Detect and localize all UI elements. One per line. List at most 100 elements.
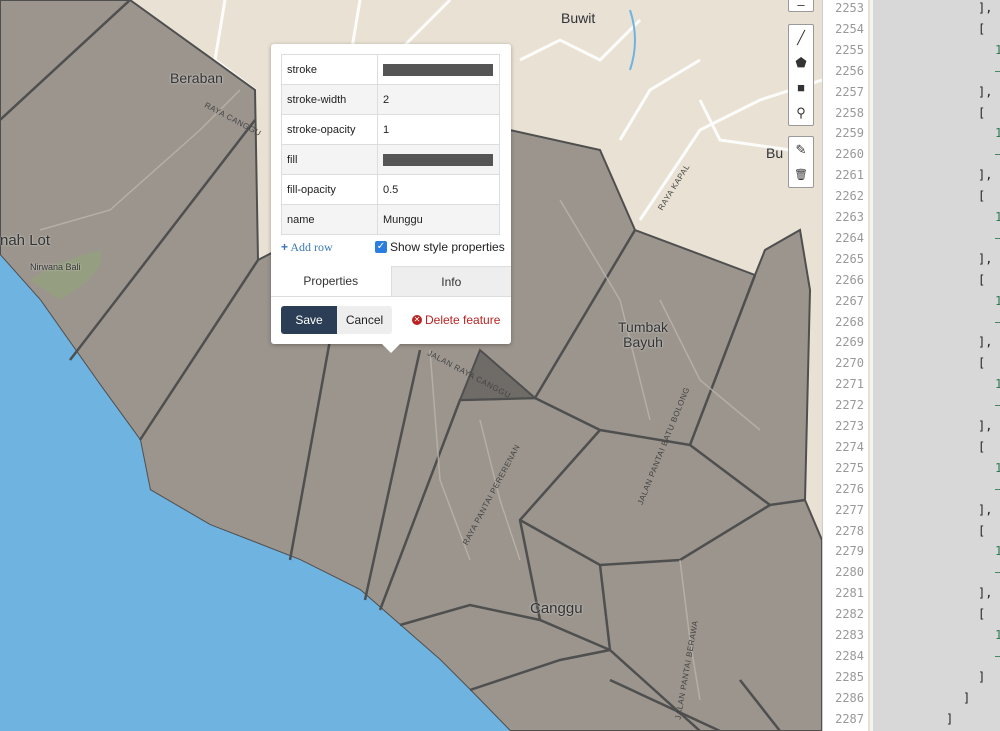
code-line: 1 (995, 377, 1000, 392)
property-row: stroke-opacity 1 (281, 114, 500, 145)
line-number: 2258 (835, 105, 864, 120)
code-line: [ (978, 439, 986, 454)
property-key[interactable]: stroke (281, 54, 378, 85)
line-number: 2270 (835, 356, 864, 371)
code-line: 1 (995, 210, 1000, 224)
property-key[interactable]: stroke-opacity (281, 114, 378, 145)
line-number: 2260 (835, 147, 864, 162)
property-value[interactable] (377, 54, 500, 85)
delete-feature-button[interactable]: ✕ Delete feature (412, 313, 500, 327)
tab-info[interactable]: Info (390, 266, 511, 296)
line-number: 2262 (835, 189, 864, 204)
river (629, 9, 636, 71)
line-number: 2279 (835, 544, 864, 559)
line-number: 2274 (835, 439, 864, 454)
bayuh: Bayuh (623, 334, 663, 350)
property-key[interactable]: fill (281, 144, 378, 175)
feature-popup: stroke stroke-width 2 stroke-opacity 1 fill fi… (271, 44, 511, 353)
map[interactable]: Buwit Beraban nah Lot Nirwana Bali Bu Tu… (0, 0, 822, 731)
property-value[interactable]: 1 (377, 114, 500, 145)
draw-line-icon[interactable]: ╱ (797, 29, 805, 45)
line-number: 2259 (835, 126, 864, 141)
code-line: – (995, 64, 1000, 78)
add-row-button[interactable]: + Add row (281, 240, 333, 255)
line-number-gutter: 2253 2254 2255 2256 2257 2258 2259 2260 2261 2262… (822, 0, 868, 731)
code-line: 1 (995, 628, 1000, 642)
code-line: 1 (995, 293, 1000, 308)
code-line: [ (978, 356, 986, 371)
code-line: ] (978, 669, 986, 684)
map-label-bu: Bu (766, 145, 784, 161)
delete-label: Delete feature (425, 313, 501, 327)
line-number: 2286 (835, 690, 864, 705)
code-line: [ (978, 272, 986, 287)
property-row: fill (281, 144, 500, 175)
color-swatch[interactable] (383, 63, 493, 76)
delete-circle-icon: ✕ (412, 315, 422, 325)
save-button[interactable]: Save (281, 306, 337, 334)
code-line: ], (978, 335, 993, 350)
code-line: ] (946, 711, 954, 726)
minus-icon[interactable]: – (797, 0, 805, 12)
cancel-button[interactable]: Cancel (337, 306, 392, 334)
line-number: 2261 (835, 168, 864, 183)
line-number: 2255 (835, 42, 864, 57)
draw-rectangle-icon[interactable]: ■ (797, 80, 805, 95)
edit-toolbar: ✎ 🗑 (788, 136, 814, 188)
property-row: name Munggu (281, 204, 500, 235)
line-number: 2264 (835, 230, 864, 245)
property-value[interactable]: 0.5 (377, 174, 500, 205)
property-value[interactable]: Munggu (377, 204, 500, 235)
checkbox-checked-icon[interactable]: ✓ (375, 241, 387, 253)
property-row: stroke (281, 54, 500, 85)
code-line: ], (978, 84, 993, 99)
property-value[interactable] (377, 144, 500, 175)
code-line: – (995, 482, 1000, 496)
trash-icon[interactable]: 🗑 (794, 169, 808, 181)
line-number: 2277 (835, 502, 864, 517)
code-line: ] (963, 690, 971, 705)
code-line: ], (978, 419, 993, 433)
line-number: 2269 (835, 335, 864, 350)
ocean (0, 255, 510, 731)
line-number: 2287 (835, 711, 864, 726)
property-key[interactable]: stroke-width (281, 84, 378, 115)
line-number: 2283 (835, 628, 864, 642)
code-line: 1 (995, 126, 1000, 141)
darker-polygon (458, 348, 538, 402)
show-style-checkbox[interactable]: ✓ Show style properties (375, 240, 505, 254)
line-number: 2265 (835, 251, 864, 266)
draw-marker-icon[interactable]: ⚲ (796, 104, 806, 120)
draw-toolbar: ╱ ⬟ ■ ⚲ (788, 24, 814, 126)
code-line: 1 (995, 42, 1000, 57)
code-line: [ (978, 189, 986, 204)
draw-polygon-icon[interactable]: ⬟ (795, 54, 807, 70)
code-line: ], (978, 502, 993, 517)
code-line: [ (978, 523, 986, 538)
line-number: 2254 (835, 21, 864, 36)
park (30, 250, 102, 300)
code-line: 1 (995, 460, 1000, 475)
road (519, 18, 642, 62)
map-label-canggu: Canggu (530, 600, 583, 617)
property-key[interactable]: fill-opacity (281, 174, 378, 205)
map-label-buwit: Buwit (561, 10, 596, 26)
edit-icon[interactable]: ✎ (795, 141, 807, 157)
line-number: 2275 (835, 460, 864, 475)
tab-properties[interactable]: Properties (303, 274, 359, 288)
code-editor[interactable]: ], [1 –], [1 –], [1 –], [1 –], [1 –], [1 –], [1 –], [1 –… (870, 0, 1000, 731)
tumbak: Tumbak (618, 319, 669, 335)
code-line: [ (978, 105, 986, 120)
property-value[interactable]: 2 (377, 84, 500, 115)
properties-table: stroke stroke-width 2 stroke-opacity 1 fill fi… (281, 54, 500, 235)
popup-tabs: Properties Info (271, 266, 511, 297)
road (618, 58, 701, 141)
property-key[interactable]: name (281, 204, 378, 235)
map-label-tumbak-bayuh: Tumbak Bayuh (618, 320, 668, 350)
zoom-out-control[interactable]: – (788, 0, 814, 12)
line-number: 2263 (835, 210, 864, 224)
line-number: 2271 (835, 377, 864, 392)
color-swatch[interactable] (383, 153, 493, 166)
code-line: – (995, 565, 1000, 579)
code-line: ], (978, 251, 993, 266)
